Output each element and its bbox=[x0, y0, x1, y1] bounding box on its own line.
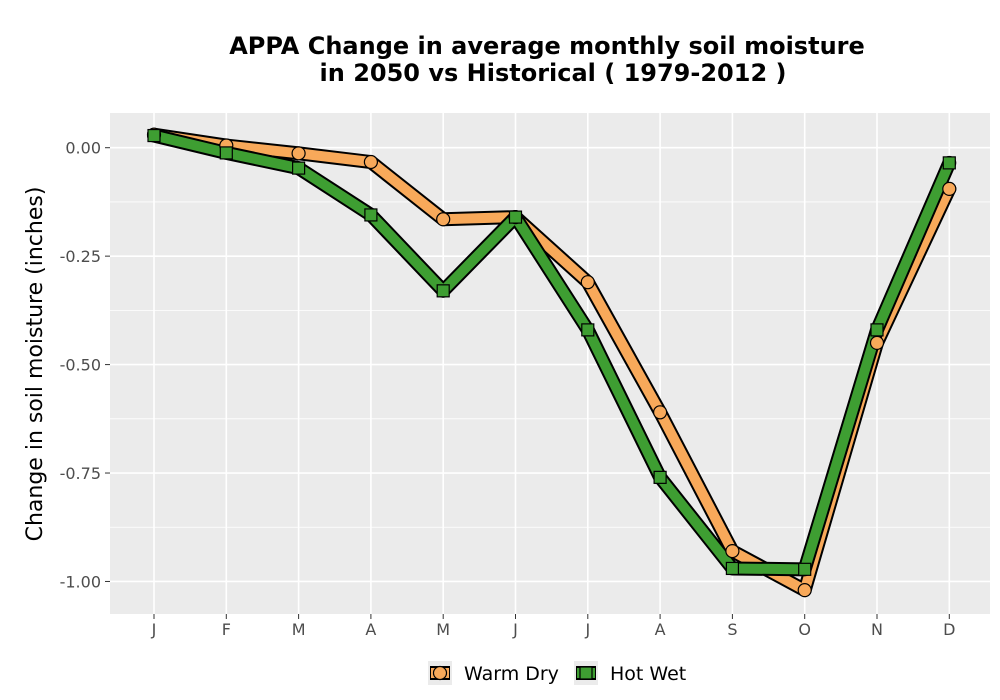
legend-label-hot-wet: Hot Wet bbox=[610, 663, 686, 685]
x-tick-label: N bbox=[871, 620, 883, 639]
data-point-warm-dry bbox=[725, 544, 740, 559]
x-tick-label: M bbox=[436, 620, 450, 639]
plot-panel bbox=[110, 113, 990, 614]
y-tick-label: -0.75 bbox=[60, 464, 101, 483]
data-point-hot-wet bbox=[653, 470, 667, 484]
series-line-hot-wet bbox=[149, 130, 955, 575]
chart-title-line1: APPA Change in average monthly soil mois… bbox=[229, 32, 865, 60]
data-point-warm-dry bbox=[942, 181, 957, 197]
data-point-warm-dry bbox=[436, 212, 451, 227]
data-point-warm-dry bbox=[869, 335, 885, 350]
data-point-warm-dry bbox=[580, 275, 595, 290]
data-point-hot-wet bbox=[942, 156, 956, 170]
data-point-hot-wet bbox=[581, 323, 595, 337]
data-point-hot-wet bbox=[292, 161, 306, 175]
x-tick-label: S bbox=[727, 620, 737, 639]
y-tick-label: -1.00 bbox=[60, 572, 101, 591]
data-point-warm-dry bbox=[363, 154, 378, 170]
data-point-hot-wet bbox=[147, 128, 161, 143]
x-tick-label: M bbox=[292, 620, 306, 639]
data-point-hot-wet bbox=[508, 210, 523, 224]
x-tick-label: A bbox=[655, 620, 666, 639]
series-layer bbox=[146, 127, 957, 598]
x-tick-label: J bbox=[512, 620, 518, 639]
legend-label-warm-dry: Warm Dry bbox=[464, 663, 559, 685]
legend-marker-warm-dry bbox=[432, 665, 448, 681]
chart-title-line2: in 2050 vs Historical ( 1979-2012 ) bbox=[320, 59, 787, 87]
y-axis-title: Change in soil moisture (inches) bbox=[23, 187, 48, 542]
data-point-warm-dry bbox=[652, 405, 668, 420]
y-tick-label: -0.25 bbox=[60, 247, 101, 266]
x-tick-label: J bbox=[151, 620, 157, 639]
x-tick-label: O bbox=[798, 620, 811, 639]
x-tick-label: F bbox=[222, 620, 231, 639]
axes: 0.00 -0.25 -0.50 -0.75 -1.00 J F M A M J J A S O N D bbox=[60, 139, 956, 639]
data-point-hot-wet bbox=[870, 323, 884, 337]
data-point-hot-wet bbox=[725, 561, 740, 576]
data-point-warm-dry bbox=[291, 146, 306, 161]
legend: Warm Dry Hot Wet bbox=[428, 661, 686, 685]
data-point-hot-wet bbox=[436, 284, 450, 298]
data-point-warm-dry bbox=[797, 583, 812, 598]
y-tick-label: -0.50 bbox=[60, 356, 101, 375]
data-point-hot-wet bbox=[798, 562, 812, 576]
legend-marker-hot-wet bbox=[579, 666, 593, 680]
y-tick-label: 0.00 bbox=[65, 139, 101, 158]
x-tick-label: J bbox=[584, 620, 590, 639]
data-point-hot-wet bbox=[219, 146, 233, 160]
x-tick-label: D bbox=[943, 620, 955, 639]
x-tick-label: A bbox=[365, 620, 376, 639]
data-point-hot-wet bbox=[364, 208, 378, 222]
